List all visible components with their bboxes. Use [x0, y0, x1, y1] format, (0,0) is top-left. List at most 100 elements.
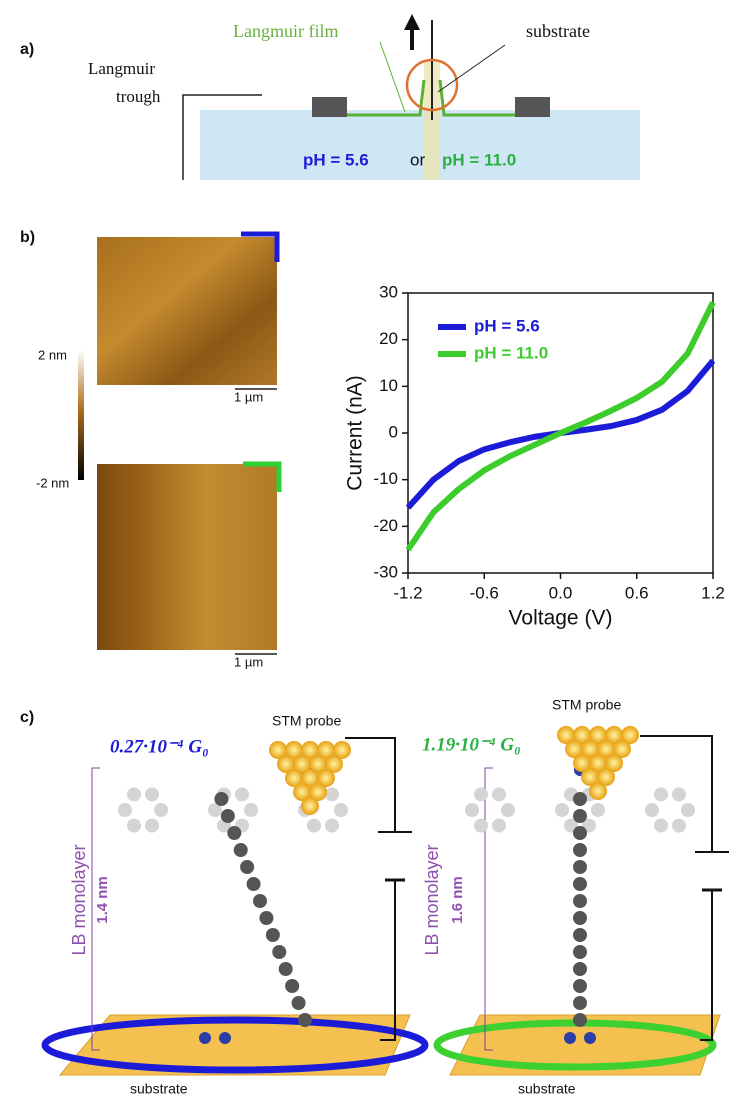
- atom: [219, 1032, 231, 1044]
- series-line: [405, 301, 716, 552]
- probe-atom: [333, 741, 351, 759]
- probe-atom: [293, 755, 311, 773]
- height-label: 1.4 nm: [94, 876, 111, 924]
- atom: [573, 928, 587, 942]
- atom-bg: [235, 787, 249, 802]
- y-axis-label: Current (nA): [344, 375, 367, 491]
- probe-atom: [301, 797, 319, 815]
- pointer: [379, 41, 406, 113]
- atom: [573, 843, 587, 857]
- atom-bg: [501, 803, 515, 817]
- atom: [573, 860, 587, 874]
- atom: [240, 860, 255, 874]
- probe-atom: [557, 726, 575, 744]
- probe-atom: [309, 783, 327, 801]
- label: trough: [116, 87, 161, 106]
- axis-label: LB monolayer: [422, 844, 442, 955]
- atom-bg: [208, 803, 222, 817]
- height-bracket: [91, 767, 100, 1051]
- atom-bg: [672, 787, 686, 802]
- atom-bg: [492, 818, 506, 833]
- x-axis-label: Voltage (V): [509, 607, 613, 630]
- label: Langmuir: [88, 59, 155, 78]
- atom: [199, 1032, 211, 1044]
- atom-bg: [645, 803, 659, 817]
- probe-atom: [269, 741, 287, 759]
- atom-bg: [127, 818, 141, 833]
- y-tick-label: -30: [373, 562, 398, 581]
- substrate-label: substrate: [518, 1081, 576, 1097]
- label: substrate: [526, 21, 590, 41]
- iv-chart: -30 -20 -10 0 10 20 30 -1.2 -0.6 0.0 0.6 1.2 Voltage…: [344, 282, 725, 629]
- x-tick-label: 0.6: [625, 583, 649, 602]
- probe-atom: [317, 741, 335, 759]
- axis-label: LB monolayer: [69, 844, 89, 955]
- atom: [564, 1032, 576, 1044]
- height-bracket: [484, 767, 493, 1051]
- molecule-scene: LB monolayer 1.6 nm 1.19·10⁻⁴ G₀ STM pro…: [422, 697, 729, 1097]
- arrow: [404, 14, 420, 50]
- panel-label: a): [20, 41, 34, 58]
- atom-bg: [474, 818, 488, 833]
- probe-atom: [301, 741, 319, 759]
- atom: [291, 996, 306, 1010]
- atom-bg: [672, 818, 686, 833]
- conductance: 1.19·10⁻⁴ G₀: [422, 734, 521, 755]
- atom-bg: [145, 818, 159, 833]
- atom-bg: [465, 803, 479, 817]
- ph-label: pH = 5.6: [303, 150, 369, 169]
- corner-marker: [241, 231, 280, 262]
- label: or: [410, 150, 425, 169]
- probe-atom: [317, 769, 335, 787]
- atom: [272, 945, 287, 959]
- atom-bg: [145, 787, 159, 802]
- atom: [573, 911, 587, 925]
- atom-bg: [244, 803, 258, 817]
- atom: [253, 894, 267, 908]
- probe-atom: [293, 783, 311, 801]
- y-tick-label: -20: [373, 516, 398, 535]
- atom: [573, 792, 587, 806]
- probe-atom: [565, 740, 583, 758]
- panel-label: b): [20, 229, 35, 246]
- atom-bg: [654, 787, 668, 802]
- probe-atom: [589, 726, 607, 744]
- circuit: [345, 737, 396, 1041]
- circuit: [640, 735, 713, 1041]
- probe-atom: [597, 740, 615, 758]
- colorbar-label: 2 nm: [38, 347, 67, 362]
- panel-label: c): [20, 709, 34, 726]
- substrate-label: substrate: [130, 1081, 188, 1097]
- atom-bg: [127, 787, 141, 802]
- atom: [573, 945, 587, 959]
- probe-atom: [613, 740, 631, 758]
- probe-atom: [581, 768, 599, 786]
- atom: [227, 826, 242, 840]
- x-tick-label: -1.2: [393, 583, 422, 602]
- colorbar-label: -2 nm: [36, 475, 69, 490]
- highlight: [405, 58, 459, 112]
- atom: [573, 877, 587, 891]
- atom: [573, 826, 587, 840]
- atom: [573, 996, 587, 1010]
- probe-atom: [597, 768, 615, 786]
- y-tick-label: 0: [389, 422, 398, 441]
- atom: [233, 843, 248, 857]
- probe-atom: [573, 726, 591, 744]
- probe-atom: [605, 726, 623, 744]
- probe-atom: [581, 740, 599, 758]
- y-tick-label: 10: [379, 376, 398, 395]
- atom-bg: [334, 803, 348, 817]
- atom: [278, 962, 293, 976]
- x-tick-label: 0.0: [549, 583, 573, 602]
- atom: [285, 979, 300, 993]
- atom: [573, 809, 587, 823]
- probe-atom: [589, 782, 607, 800]
- atom: [265, 928, 280, 942]
- y-tick-label: -10: [373, 469, 398, 488]
- probe-atom: [589, 754, 607, 772]
- trough: [200, 110, 640, 180]
- atom: [573, 979, 587, 993]
- ph-label: pH = 11.0: [442, 150, 516, 169]
